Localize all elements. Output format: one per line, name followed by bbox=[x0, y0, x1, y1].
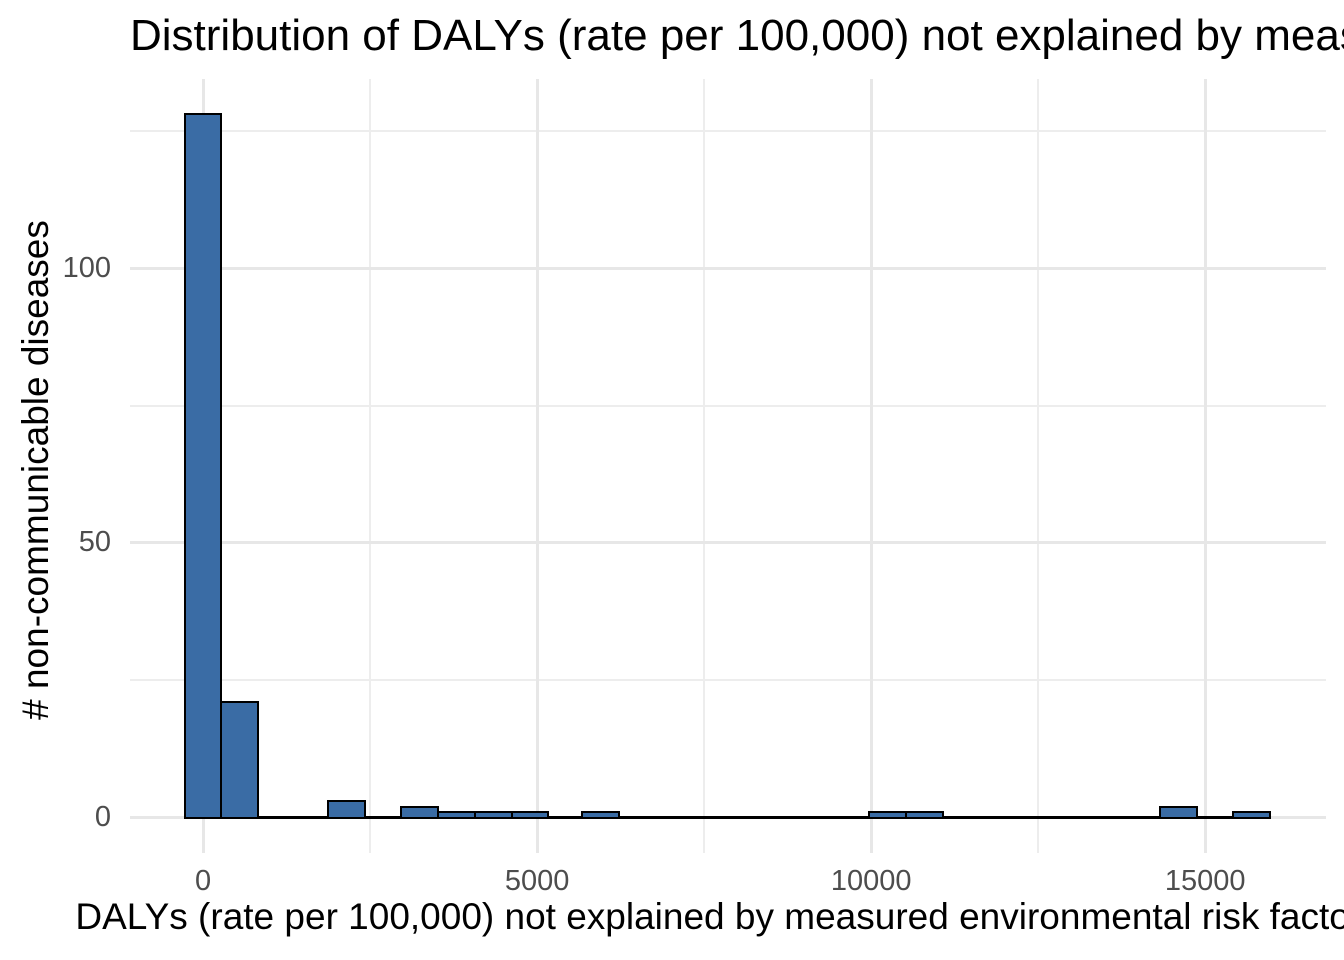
x-tick-label: 5000 bbox=[504, 865, 570, 897]
y-tick-label: 100 bbox=[62, 251, 111, 284]
y-tick-label: 50 bbox=[78, 526, 111, 559]
histogram-bar bbox=[1158, 805, 1198, 820]
x-major-gridline bbox=[869, 79, 873, 853]
histogram-bar bbox=[1232, 811, 1272, 820]
histogram-bar bbox=[220, 701, 260, 820]
x-tick-label: 15000 bbox=[1164, 865, 1246, 897]
y-tick-label: 0 bbox=[94, 801, 111, 834]
y-major-gridline bbox=[130, 541, 1326, 545]
histogram-bar bbox=[183, 113, 223, 820]
x-minor-gridline bbox=[369, 79, 372, 853]
histogram-bar bbox=[868, 811, 907, 820]
x-major-gridline bbox=[1203, 79, 1207, 853]
plot-title: Distribution of DALYs (rate per 100,000)… bbox=[130, 11, 1344, 60]
histogram-bar bbox=[400, 805, 440, 820]
y-minor-gridline bbox=[130, 404, 1326, 407]
x-major-gridline bbox=[535, 79, 539, 853]
histogram-bar bbox=[437, 811, 476, 820]
histogram-bar bbox=[326, 800, 366, 820]
x-tick-label: 0 bbox=[194, 865, 212, 897]
histogram-bar bbox=[510, 811, 550, 820]
histogram-bar bbox=[904, 811, 944, 820]
x-minor-gridline bbox=[1037, 79, 1040, 853]
y-minor-gridline bbox=[130, 679, 1326, 682]
zero-baseline bbox=[183, 816, 1272, 820]
y-major-gridline bbox=[130, 266, 1326, 270]
x-tick-label: 10000 bbox=[830, 865, 912, 897]
x-axis-title: DALYs (rate per 100,000) not explained b… bbox=[75, 896, 1344, 937]
x-minor-gridline bbox=[703, 79, 706, 853]
histogram-bar bbox=[580, 811, 620, 820]
histogram-bar bbox=[473, 811, 513, 820]
y-minor-gridline bbox=[130, 129, 1326, 132]
